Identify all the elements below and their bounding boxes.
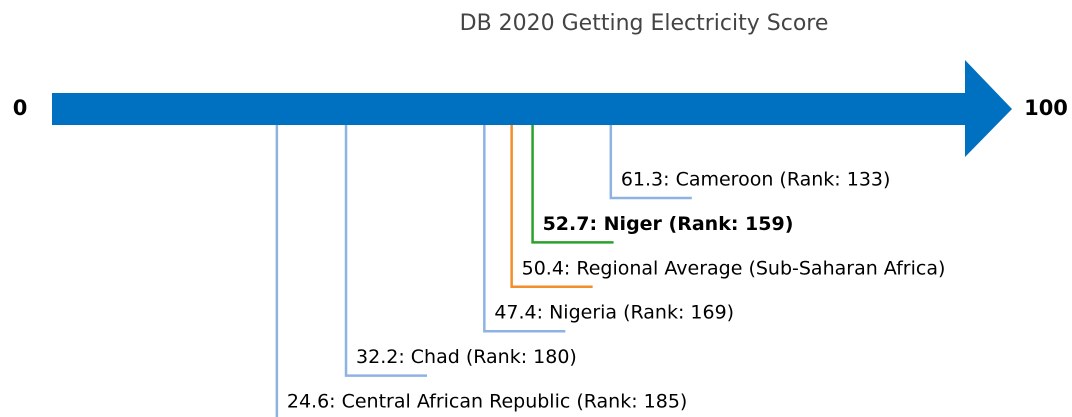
x-tick-label: 100 [1024, 96, 1068, 120]
marker-leader [531, 125, 614, 244]
axis-arrow [52, 60, 1012, 157]
data-label: 47.4: Nigeria (Rank: 169) [494, 302, 734, 324]
data-label: 32.2: Chad (Rank: 180) [356, 346, 577, 368]
x-tick-label: 0 [13, 96, 28, 120]
chart-title: DB 2020 Getting Electricity Score [460, 11, 829, 36]
data-label: 24.6: Central African Republic (Rank: 18… [287, 391, 687, 413]
marker-leader [275, 125, 279, 417]
marker-leader [344, 125, 428, 377]
data-label: 52.7: Niger (Rank: 159) [543, 213, 794, 235]
data-label: 50.4: Regional Average (Sub-Saharan Afri… [522, 257, 946, 279]
marker-leader [483, 125, 566, 333]
marker-leader [510, 125, 593, 289]
marker-leader [609, 125, 692, 200]
data-label: 61.3: Cameroon (Rank: 133) [621, 169, 891, 191]
